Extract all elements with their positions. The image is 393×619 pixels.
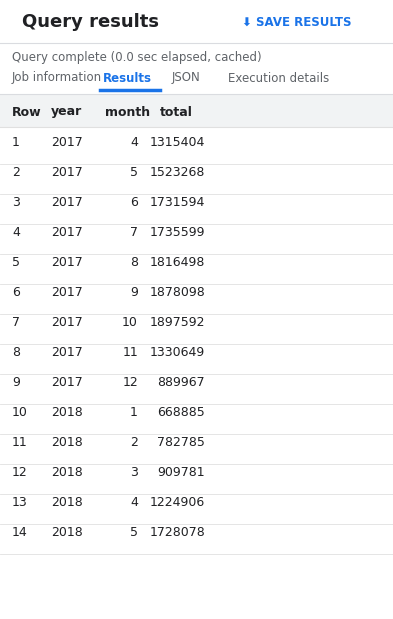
- Text: 1735599: 1735599: [149, 227, 205, 240]
- Text: total: total: [160, 105, 193, 118]
- Text: Query results: Query results: [22, 13, 159, 31]
- Text: 1523268: 1523268: [150, 167, 205, 180]
- Text: 2017: 2017: [51, 196, 83, 209]
- Text: 1224906: 1224906: [150, 496, 205, 509]
- Text: 2017: 2017: [51, 376, 83, 389]
- Text: 8: 8: [12, 347, 20, 360]
- Text: 909781: 909781: [157, 467, 205, 480]
- Bar: [0, 94, 393, 127]
- Text: 1330649: 1330649: [150, 347, 205, 360]
- Text: 1878098: 1878098: [149, 287, 205, 300]
- Text: 12: 12: [12, 467, 28, 480]
- Text: 14: 14: [12, 527, 28, 540]
- Text: 10: 10: [12, 407, 28, 420]
- Text: 2017: 2017: [51, 227, 83, 240]
- Text: 1315404: 1315404: [150, 137, 205, 150]
- Text: 2017: 2017: [51, 137, 83, 150]
- Text: 2017: 2017: [51, 316, 83, 329]
- Text: 6: 6: [12, 287, 20, 300]
- Text: Job information: Job information: [12, 72, 102, 85]
- Text: 889967: 889967: [157, 376, 205, 389]
- Text: 12: 12: [122, 376, 138, 389]
- Text: 5: 5: [130, 167, 138, 180]
- Text: 3: 3: [12, 196, 20, 209]
- Text: 1816498: 1816498: [150, 256, 205, 269]
- Text: 10: 10: [122, 316, 138, 329]
- Text: 5: 5: [130, 527, 138, 540]
- Text: 2018: 2018: [51, 527, 83, 540]
- Text: 5: 5: [12, 256, 20, 269]
- Text: 11: 11: [12, 436, 28, 449]
- Text: ⬇ SAVE RESULTS: ⬇ SAVE RESULTS: [242, 15, 351, 28]
- Text: 2018: 2018: [51, 436, 83, 449]
- Text: 2: 2: [12, 167, 20, 180]
- Text: 1731594: 1731594: [150, 196, 205, 209]
- Text: 6: 6: [130, 196, 138, 209]
- Text: 2017: 2017: [51, 347, 83, 360]
- Text: 2: 2: [130, 436, 138, 449]
- Text: 2017: 2017: [51, 256, 83, 269]
- Text: 782785: 782785: [157, 436, 205, 449]
- Text: 3: 3: [130, 467, 138, 480]
- Text: 7: 7: [12, 316, 20, 329]
- Text: 4: 4: [130, 137, 138, 150]
- Text: JSON: JSON: [172, 72, 201, 85]
- Text: 2017: 2017: [51, 167, 83, 180]
- Text: 13: 13: [12, 496, 28, 509]
- Text: 9: 9: [130, 287, 138, 300]
- Text: 2018: 2018: [51, 496, 83, 509]
- Text: 1897592: 1897592: [149, 316, 205, 329]
- Text: 11: 11: [122, 347, 138, 360]
- Text: 1: 1: [12, 137, 20, 150]
- Text: 7: 7: [130, 227, 138, 240]
- Text: Execution details: Execution details: [228, 72, 329, 85]
- Text: Row: Row: [12, 105, 42, 118]
- Text: 9: 9: [12, 376, 20, 389]
- Text: Results: Results: [103, 72, 152, 85]
- Text: 1728078: 1728078: [149, 527, 205, 540]
- Text: Query complete (0.0 sec elapsed, cached): Query complete (0.0 sec elapsed, cached): [12, 51, 262, 64]
- Text: 4: 4: [12, 227, 20, 240]
- Text: 4: 4: [130, 496, 138, 509]
- Text: 2017: 2017: [51, 287, 83, 300]
- Text: 1: 1: [130, 407, 138, 420]
- Text: 668885: 668885: [157, 407, 205, 420]
- Text: year: year: [51, 105, 82, 118]
- Text: 8: 8: [130, 256, 138, 269]
- Text: 2018: 2018: [51, 467, 83, 480]
- Text: month: month: [105, 105, 150, 118]
- Text: 2018: 2018: [51, 407, 83, 420]
